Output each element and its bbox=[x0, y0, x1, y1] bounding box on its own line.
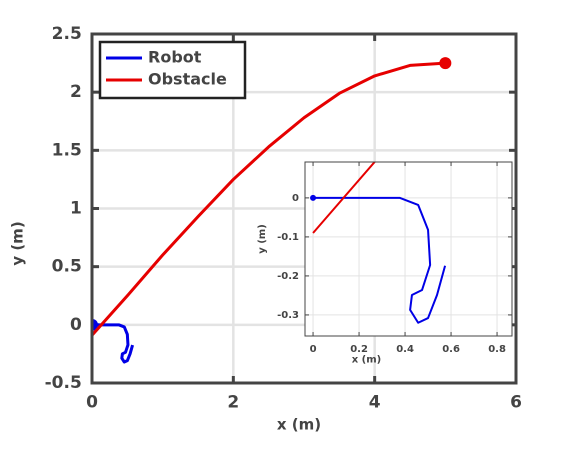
line bbox=[92, 323, 135, 364]
y-tick-label: 1.5 bbox=[52, 140, 82, 160]
axes-frame bbox=[90, 32, 518, 385]
x-tick-label: 0 bbox=[310, 344, 317, 355]
marker bbox=[310, 194, 317, 201]
x-tick-label: 0 bbox=[86, 392, 98, 412]
y-axis-label: y (m) bbox=[257, 224, 268, 254]
x-axis-label: x (m) bbox=[352, 355, 382, 366]
legend-label: Robot bbox=[148, 48, 202, 67]
line bbox=[313, 196, 447, 324]
x-tick-label: 2 bbox=[227, 392, 239, 412]
y-tick-label: -0.3 bbox=[277, 310, 299, 321]
plot-area bbox=[305, 162, 512, 336]
x-tick-label: 0.4 bbox=[396, 344, 414, 355]
x-tick-label: 6 bbox=[510, 392, 522, 412]
y-tick-label: 0.5 bbox=[52, 257, 82, 277]
marker bbox=[439, 57, 452, 70]
x-axis-label: x (m) bbox=[277, 416, 321, 434]
y-tick-label: -0.1 bbox=[277, 232, 299, 243]
y-tick-label: 1 bbox=[70, 199, 82, 219]
x-tick-label: 0.2 bbox=[350, 344, 368, 355]
x-tick-label: 0.8 bbox=[488, 344, 506, 355]
y-tick-label: 2.5 bbox=[52, 24, 82, 44]
y-tick-label: -0.2 bbox=[277, 271, 299, 282]
x-tick-label: 4 bbox=[369, 392, 381, 412]
legend-label: Obstacle bbox=[148, 70, 227, 89]
legend: Robot Obstacle bbox=[98, 40, 247, 100]
y-tick-label: 0 bbox=[292, 193, 299, 204]
inset-chart: 0 0.2 0.4 0.6 0.8 -0.3 -0.2 -0.1 0 x (m) y (m) bbox=[257, 161, 513, 366]
line bbox=[92, 61, 446, 337]
y-tick-label: 2 bbox=[70, 82, 82, 102]
y-axis-label: y (m) bbox=[9, 221, 27, 265]
y-tick-label: 0 bbox=[70, 315, 82, 335]
axes-frame bbox=[304, 161, 513, 337]
y-tick-label: -0.5 bbox=[45, 373, 82, 393]
x-tick-label: 0.6 bbox=[442, 344, 460, 355]
legend-box bbox=[98, 40, 247, 100]
